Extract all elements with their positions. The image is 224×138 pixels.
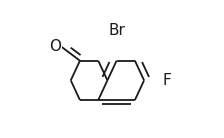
Text: Br: Br <box>108 23 125 38</box>
Text: O: O <box>50 39 62 54</box>
Text: F: F <box>162 73 171 88</box>
